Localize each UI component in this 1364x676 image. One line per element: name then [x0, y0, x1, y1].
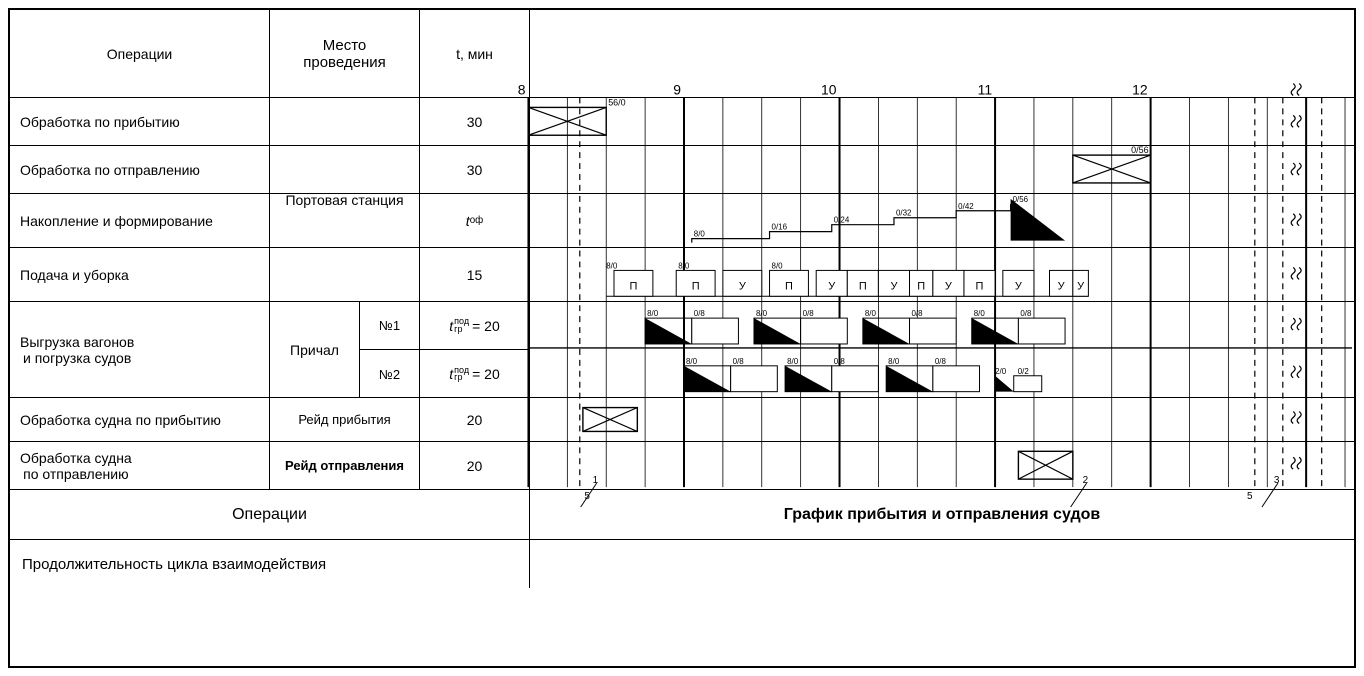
svg-text:0/8: 0/8: [912, 309, 924, 318]
svg-text:0/8: 0/8: [1020, 309, 1032, 318]
svg-text:0/8: 0/8: [803, 309, 815, 318]
svg-text:1: 1: [593, 475, 599, 486]
svg-text:П: П: [785, 280, 793, 292]
svg-text:2/0: 2/0: [995, 367, 1007, 376]
svg-text:8/0: 8/0: [694, 230, 706, 239]
svg-text:8/0: 8/0: [647, 309, 659, 318]
svg-text:У: У: [890, 280, 897, 292]
svg-text:11: 11: [978, 82, 993, 98]
svg-text:0/8: 0/8: [834, 357, 846, 366]
diagram-root: Операции Место проведения t, мин Обработ…: [8, 8, 1356, 668]
svg-text:2: 2: [1083, 475, 1089, 486]
svg-text:У: У: [1077, 280, 1084, 292]
svg-text:8/0: 8/0: [678, 261, 690, 270]
svg-text:П: П: [917, 280, 925, 292]
svg-text:0/56: 0/56: [1131, 145, 1148, 155]
svg-text:8/0: 8/0: [865, 309, 877, 318]
svg-text:У: У: [1058, 280, 1065, 292]
svg-text:8: 8: [518, 82, 526, 98]
svg-text:У: У: [739, 280, 746, 292]
svg-text:8/0: 8/0: [787, 357, 799, 366]
svg-text:0/32: 0/32: [896, 209, 912, 218]
svg-text:3: 3: [1274, 475, 1280, 486]
svg-text:8/0: 8/0: [888, 357, 900, 366]
svg-text:У: У: [828, 280, 835, 292]
svg-text:0/8: 0/8: [935, 357, 947, 366]
svg-text:0/16: 0/16: [772, 223, 788, 232]
svg-text:0/42: 0/42: [958, 202, 974, 211]
svg-text:У: У: [945, 280, 952, 292]
svg-text:0/8: 0/8: [694, 309, 706, 318]
svg-text:9: 9: [673, 82, 681, 98]
svg-text:П: П: [630, 280, 638, 292]
svg-text:П: П: [692, 280, 700, 292]
svg-text:8/0: 8/0: [974, 309, 986, 318]
svg-text:56/0: 56/0: [608, 97, 625, 107]
svg-text:У: У: [1015, 280, 1022, 292]
svg-text:0/24: 0/24: [834, 216, 850, 225]
svg-text:8/0: 8/0: [772, 261, 784, 270]
svg-text:0/2: 0/2: [1018, 367, 1030, 376]
svg-text:0/8: 0/8: [733, 357, 745, 366]
svg-text:П: П: [859, 280, 867, 292]
svg-text:5: 5: [1247, 491, 1253, 502]
svg-text:8/0: 8/0: [686, 357, 698, 366]
gantt-chart: 8910111256/00/568/00/160/240/320/420/568…: [10, 10, 1354, 666]
svg-text:8/0: 8/0: [756, 309, 768, 318]
svg-text:5: 5: [584, 491, 590, 502]
svg-text:П: П: [976, 280, 984, 292]
svg-text:10: 10: [821, 82, 837, 98]
svg-text:12: 12: [1132, 82, 1148, 98]
svg-text:8/0: 8/0: [606, 261, 618, 270]
